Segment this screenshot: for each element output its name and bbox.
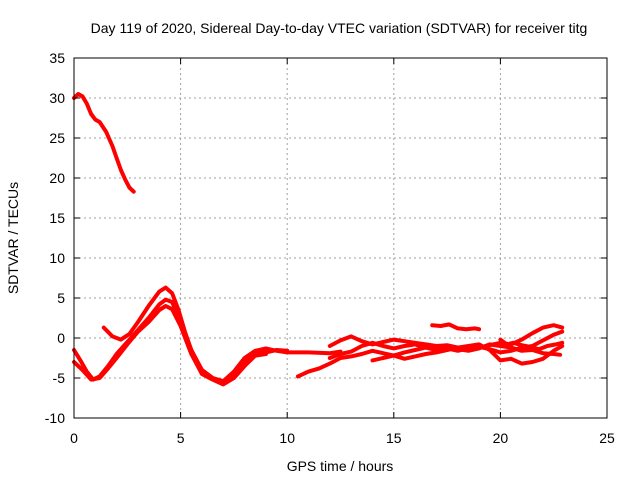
series-arc-1 bbox=[72, 92, 136, 194]
y-tick-label: 5 bbox=[57, 290, 65, 306]
y-tick-label: 20 bbox=[49, 170, 65, 186]
series-arc-10 bbox=[498, 337, 565, 352]
y-axis-title: SDTVAR / TECUs bbox=[5, 182, 21, 294]
y-tick-label: 15 bbox=[49, 210, 65, 226]
x-tick-label: 0 bbox=[70, 430, 78, 446]
series-arc-8 bbox=[370, 342, 565, 366]
y-tick-label: -10 bbox=[45, 410, 65, 426]
chart-title: Day 119 of 2020, Sidereal Day-to-day VTE… bbox=[91, 20, 588, 36]
series-arc-9 bbox=[430, 322, 482, 332]
y-tick-label: -5 bbox=[53, 370, 66, 386]
x-tick-label: 20 bbox=[493, 430, 509, 446]
y-tick-label: 30 bbox=[49, 90, 65, 106]
y-tick-label: 0 bbox=[57, 330, 65, 346]
plot-frame bbox=[73, 57, 608, 419]
x-tick-label: 5 bbox=[177, 430, 185, 446]
x-axis: 0 5 10 15 20 25 bbox=[70, 58, 615, 446]
series-arc-3 bbox=[72, 304, 268, 387]
x-tick-label: 10 bbox=[279, 430, 295, 446]
x-tick-label: 25 bbox=[599, 430, 615, 446]
y-axis: -10 -5 0 5 10 15 20 25 30 35 bbox=[45, 50, 607, 426]
series-group bbox=[72, 92, 565, 387]
y-tick-label: 25 bbox=[49, 130, 65, 146]
y-tick-label: 35 bbox=[49, 50, 65, 66]
series-arc-4 bbox=[101, 285, 343, 384]
x-tick-label: 15 bbox=[386, 430, 402, 446]
x-axis-title: GPS time / hours bbox=[287, 458, 394, 474]
y-tick-label: 10 bbox=[49, 250, 65, 266]
grid bbox=[74, 58, 607, 418]
